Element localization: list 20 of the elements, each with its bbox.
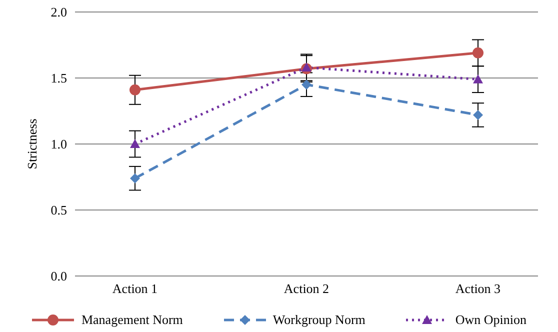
point [130,139,140,148]
point [130,173,140,184]
point [302,62,312,72]
y-tick-label: 2.0 [50,4,67,20]
x-tick-label: Action 3 [455,281,501,296]
point [302,80,312,90]
x-tick-label: Action 1 [112,281,158,296]
y-axis-title: Strictness [24,118,40,170]
legend-label: Management Norm [81,312,183,328]
point [472,47,484,58]
y-tick-label: 0.5 [50,202,67,218]
point [473,110,483,120]
legend-label: Workgroup Norm [272,312,366,328]
y-tick-label: 0.0 [50,268,67,284]
y-tick-label: 1.0 [50,136,67,152]
y-tick-label: 1.5 [50,70,67,86]
point [473,74,483,84]
point [130,84,140,96]
legend-label: Own Opinion [455,312,527,328]
x-tick-label: Action 2 [284,281,330,296]
